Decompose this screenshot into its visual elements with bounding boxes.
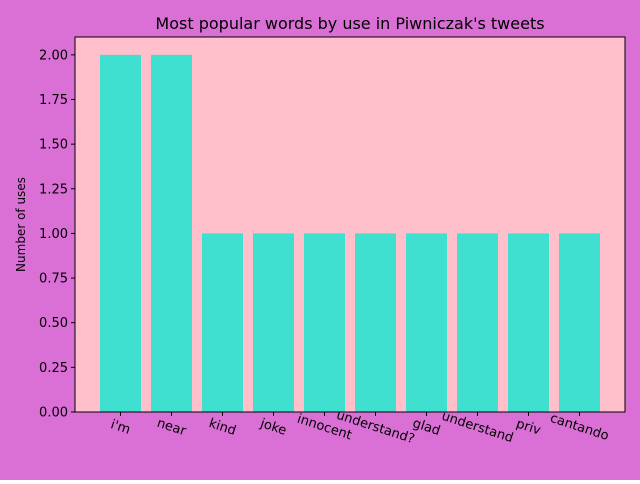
bar xyxy=(100,54,141,412)
y-axis-ticks: 0.00 0.25 0.50 0.75 1.00 1.25 1.50 1.75 2.00 xyxy=(39,48,75,421)
y-tick-label: 0.00 xyxy=(39,406,68,421)
y-tick-label: 0.75 xyxy=(39,272,68,287)
y-tick-label: 1.00 xyxy=(39,227,68,242)
y-tick-label: 0.25 xyxy=(39,361,68,376)
bar xyxy=(304,233,345,412)
bar xyxy=(406,233,447,412)
y-tick-label: 2.00 xyxy=(39,48,68,63)
chart-title: Most popular words by use in Piwniczak's… xyxy=(155,14,544,33)
bar xyxy=(457,233,498,412)
y-axis-label: Number of uses xyxy=(14,177,28,272)
plot-frame xyxy=(74,36,626,413)
y-tick-label: 0.50 xyxy=(39,316,68,331)
bar xyxy=(253,233,294,412)
x-tick-label: i'm xyxy=(109,417,133,437)
x-tick-label: priv xyxy=(514,416,543,438)
bar xyxy=(202,233,243,412)
bars xyxy=(100,54,600,412)
bar xyxy=(508,233,549,412)
bar xyxy=(355,233,396,412)
y-tick-label: 1.75 xyxy=(39,93,68,108)
bar xyxy=(559,233,600,412)
y-tick-label: 1.50 xyxy=(39,138,68,153)
y-tick-label: 1.25 xyxy=(39,182,68,197)
bar xyxy=(151,54,192,412)
